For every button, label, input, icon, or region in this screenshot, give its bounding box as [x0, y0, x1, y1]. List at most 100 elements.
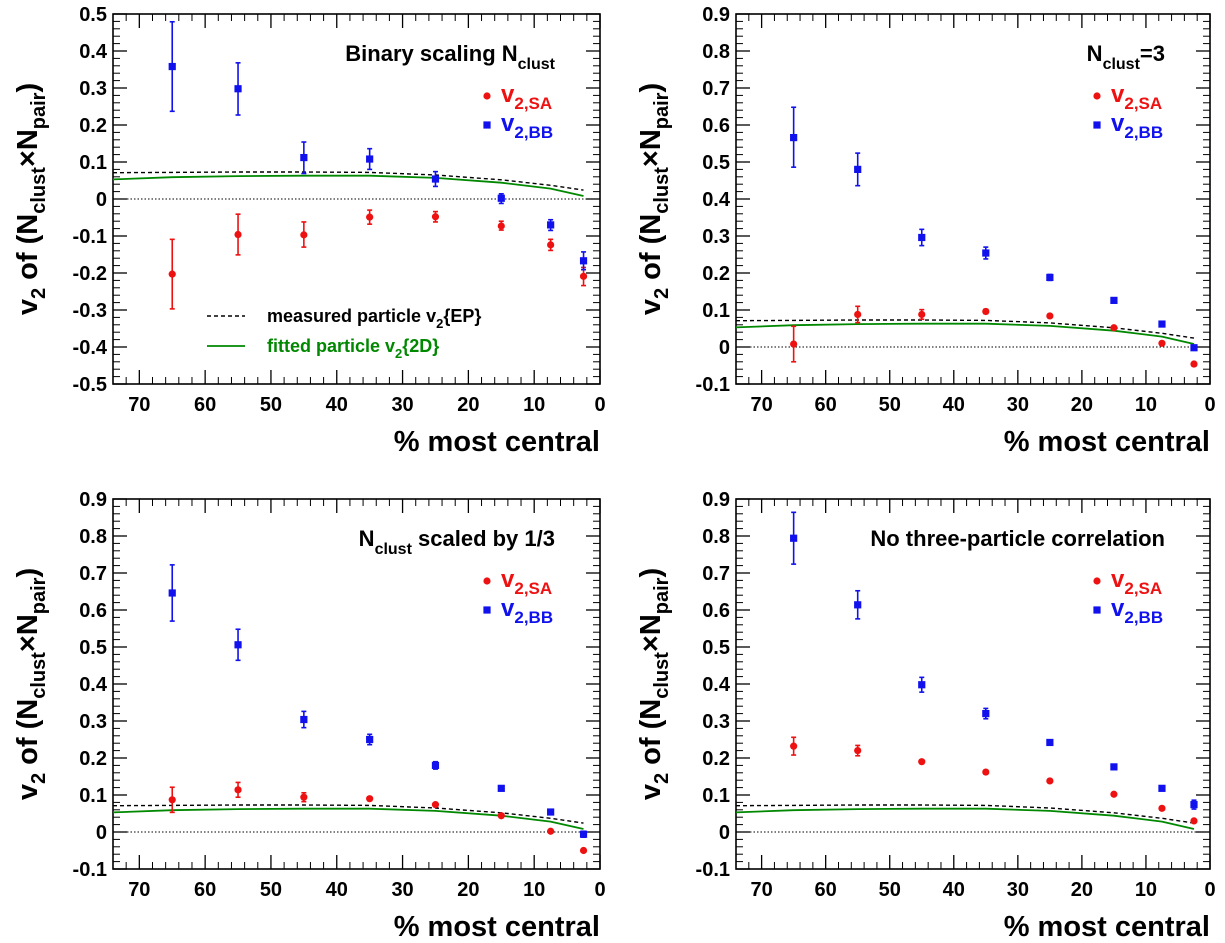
x-tick-label: 70	[128, 394, 150, 416]
chart-panel-2: -0.1 0 0.1 0.2 0.3 0.4 0.5 0.6 0.7 0.8 0.9 70 60 50 40…	[635, 4, 1216, 458]
square-marker	[547, 221, 555, 229]
circle-marker	[547, 241, 555, 249]
fitted-v2-curve	[112, 807, 584, 830]
y-tick-label: 0.8	[702, 526, 730, 548]
sa-data-point	[982, 768, 990, 776]
y-tick-label: 0	[96, 822, 107, 844]
y-tick-label: -0.1	[73, 226, 107, 248]
bb-data-point	[982, 246, 990, 260]
y-tick-label: 0.9	[702, 489, 730, 511]
bb-data-point	[579, 830, 588, 838]
bb-data-point	[1046, 273, 1054, 282]
x-tick-label: 70	[128, 879, 150, 901]
square-marker	[790, 534, 798, 542]
sa-data-point	[982, 307, 990, 316]
square-marker	[1046, 738, 1054, 747]
square-marker	[497, 784, 505, 792]
x-tick-label: 20	[1071, 394, 1093, 416]
x-tick-label: 40	[943, 394, 965, 416]
sa-data-point	[234, 213, 242, 256]
circle-marker	[300, 793, 308, 801]
bb-data-point	[1190, 344, 1198, 352]
square-marker	[1158, 784, 1166, 792]
panel-title: No three-particle correlation	[870, 526, 1165, 551]
legend-square-marker	[483, 606, 491, 614]
square-marker	[366, 735, 374, 744]
square-marker	[366, 155, 374, 163]
circle-marker	[854, 747, 862, 755]
legend-label: v2,SA	[501, 566, 552, 598]
y-tick-label: 0.9	[702, 4, 730, 26]
circle-marker	[854, 310, 862, 319]
square-marker	[579, 257, 588, 265]
bb-data-point	[547, 218, 555, 232]
square-marker	[1046, 273, 1054, 282]
legend-label: v2,BB	[1111, 595, 1163, 627]
sa-data-point	[790, 325, 798, 363]
circle-marker	[1046, 777, 1054, 785]
circle-marker	[168, 796, 176, 804]
x-tick-label: 60	[194, 879, 216, 901]
sa-data-point	[1158, 804, 1166, 812]
bb-data-point	[1046, 738, 1054, 747]
bb-data-point	[982, 707, 990, 720]
x-tick-label: 10	[523, 394, 545, 416]
square-marker	[300, 153, 308, 162]
sa-data-point	[854, 305, 862, 324]
circle-marker	[1046, 312, 1054, 320]
sa-data-point	[366, 209, 374, 225]
x-tick-label: 50	[260, 879, 282, 901]
y-tick-label: 0.4	[79, 41, 108, 63]
legend-label: v2,BB	[1111, 110, 1163, 142]
curve-legend-label: fitted particle v2{2D}	[267, 336, 439, 361]
x-tick-label: 60	[815, 879, 837, 901]
y-tick-label: 0.5	[79, 4, 107, 26]
circle-marker	[982, 768, 990, 776]
bb-data-point	[300, 710, 308, 729]
y-tick-label: 0.4	[79, 674, 108, 696]
sa-data-point	[547, 238, 555, 252]
bb-data-point	[497, 193, 505, 205]
x-tick-label: 60	[194, 394, 216, 416]
circle-marker	[1158, 339, 1166, 347]
bb-data-point	[1158, 320, 1166, 328]
y-tick-label: -0.1	[73, 859, 107, 881]
measured-v2-curve	[112, 804, 584, 824]
fitted-v2-curve	[735, 322, 1195, 345]
y-tick-label: 0.3	[79, 78, 107, 100]
bb-data-point	[366, 733, 374, 746]
square-marker	[854, 601, 862, 609]
sa-data-point	[1110, 790, 1118, 798]
y-tick-label: 0.1	[79, 785, 107, 807]
bb-data-point	[790, 106, 798, 168]
y-tick-label: 0.2	[702, 748, 730, 770]
square-marker	[431, 761, 440, 769]
legend-label: v2,SA	[501, 81, 552, 113]
y-axis-title: v2 of (Nclust×Npair)	[12, 568, 50, 800]
bb-data-point	[234, 62, 242, 116]
bb-data-point	[168, 564, 176, 622]
square-marker	[300, 715, 308, 724]
sa-data-point	[366, 795, 374, 803]
circle-marker	[918, 310, 926, 319]
sa-data-point	[1190, 817, 1198, 825]
x-tick-label: 0	[1204, 879, 1215, 901]
sa-data-point	[790, 736, 798, 756]
circle-marker	[234, 230, 242, 239]
bb-data-point	[1190, 799, 1198, 810]
x-tick-label: 10	[1135, 879, 1157, 901]
sa-data-point	[168, 238, 176, 310]
sa-data-point	[1190, 360, 1198, 368]
circle-marker	[1110, 790, 1118, 798]
circle-marker	[579, 846, 588, 855]
y-tick-label: 0.7	[702, 78, 730, 100]
legend-label: v2,BB	[501, 110, 553, 142]
circle-marker	[918, 758, 926, 766]
circle-marker	[579, 272, 588, 280]
y-tick-label: 0	[96, 189, 107, 211]
y-tick-label: 0.1	[79, 152, 107, 174]
x-tick-label: 30	[1007, 879, 1029, 901]
x-tick-label: 40	[326, 879, 348, 901]
x-tick-label: 60	[815, 394, 837, 416]
